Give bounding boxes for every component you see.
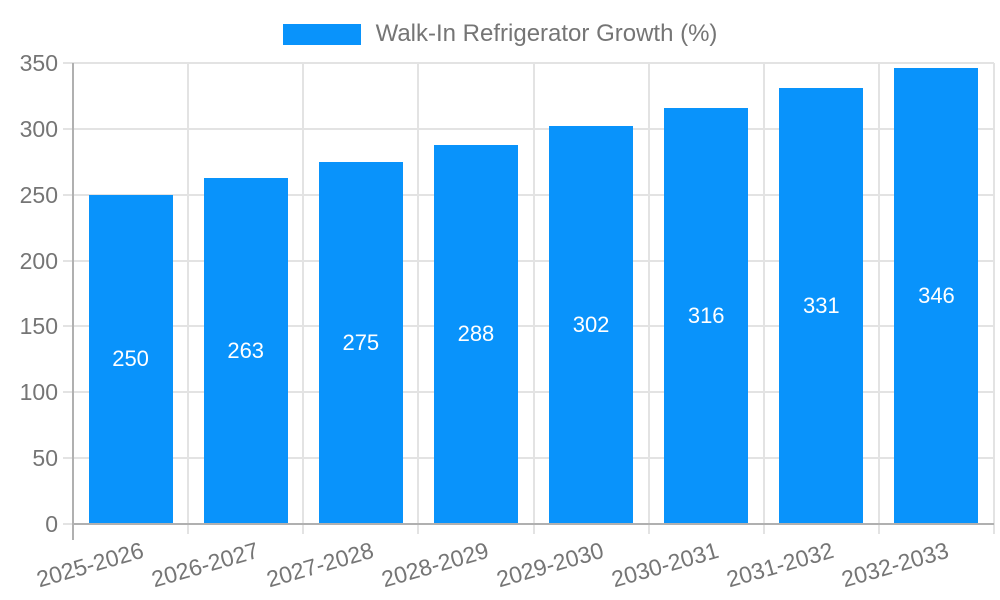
y-tick-label: 300 (19, 115, 58, 142)
y-tick-mark (63, 457, 73, 460)
y-tick-label: 0 (45, 511, 58, 537)
x-axis-baseline (73, 523, 994, 525)
bar-value-label: 288 (457, 321, 495, 347)
bar[interactable]: 316 (664, 107, 749, 524)
x-tick-label: 2026-2027 (148, 536, 262, 593)
bar[interactable]: 250 (88, 194, 173, 524)
y-tick-mark (63, 391, 73, 394)
legend-swatch (282, 23, 361, 45)
x-gridline (302, 63, 305, 524)
bar[interactable]: 275 (318, 161, 403, 524)
x-tick-label: 2028-2029 (378, 536, 492, 593)
x-tick-mark (877, 524, 880, 534)
x-gridline (532, 63, 535, 524)
x-tick-mark (302, 524, 305, 534)
x-tick-mark (647, 524, 650, 534)
bar-value-label: 250 (112, 346, 149, 372)
x-gridline (877, 63, 880, 524)
x-tick-label: 2030-2031 (608, 536, 722, 593)
y-tick-label: 350 (19, 50, 58, 76)
y-tick-mark (63, 62, 73, 64)
bar[interactable]: 331 (779, 88, 864, 524)
chart-legend[interactable]: Walk-In Refrigerator Growth (%) (0, 20, 1000, 48)
y-axis-line (72, 63, 74, 524)
x-tick-mark (72, 524, 74, 540)
bar-value-label: 346 (918, 283, 955, 309)
bar[interactable]: 263 (203, 177, 288, 524)
y-tick-label: 100 (19, 379, 58, 406)
bar-value-label: 275 (342, 329, 380, 355)
plot-area: 250 263 275 288 302 316 331 346 (63, 62, 995, 540)
bar[interactable]: 346 (894, 68, 979, 524)
y-tick-label: 150 (19, 313, 58, 340)
y-tick-mark (63, 325, 73, 328)
y-tick-mark (63, 259, 73, 262)
x-tick-label: 2025-2026 (33, 536, 147, 593)
x-gridline (647, 63, 650, 524)
bar[interactable]: 288 (433, 144, 518, 524)
bar-value-label: 263 (227, 337, 265, 363)
x-gridline (762, 63, 765, 524)
bar-value-label: 302 (572, 312, 610, 338)
bar-value-label: 316 (687, 302, 725, 328)
bar-value-label: 331 (802, 293, 840, 319)
y-tick-label: 50 (32, 445, 58, 472)
x-gridline (187, 63, 190, 524)
y-tick-mark (63, 127, 73, 130)
x-tick-mark (993, 524, 995, 534)
x-tick-label: 2029-2030 (493, 536, 607, 593)
y-tick-mark (63, 523, 73, 525)
x-tick-mark (762, 524, 765, 534)
y-tick-mark (63, 193, 73, 196)
x-gridline (417, 63, 420, 524)
x-tick-label: 2032-2033 (838, 536, 952, 593)
x-gridline (993, 63, 995, 524)
x-tick-label: 2031-2032 (723, 536, 837, 593)
y-tick-label: 250 (19, 181, 58, 208)
x-tick-mark (417, 524, 420, 534)
x-tick-mark (532, 524, 535, 534)
y-tick-label: 200 (19, 247, 58, 274)
x-tick-label: 2027-2028 (263, 536, 377, 593)
x-tick-mark (187, 524, 190, 534)
bar[interactable]: 302 (549, 126, 634, 524)
legend-label: Walk-In Refrigerator Growth (%) (375, 20, 718, 47)
